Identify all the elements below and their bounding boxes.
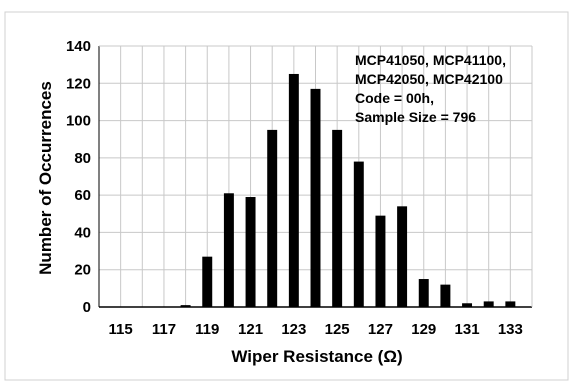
chart-annotation: MCP41050, MCP41100, MCP42050, MCP42100 C… — [355, 52, 506, 125]
bar — [483, 301, 494, 307]
bar — [332, 129, 343, 307]
bar — [397, 206, 408, 307]
bars — [180, 73, 516, 307]
y-tick-label: 20 — [74, 262, 91, 279]
bar — [223, 193, 234, 307]
y-tick-label: 0 — [83, 299, 91, 316]
x-tick-label: 127 — [368, 321, 393, 338]
bar — [418, 279, 429, 307]
x-tick-label: 121 — [238, 321, 263, 338]
bar — [310, 88, 321, 307]
x-tick-labels: 115 117 119 121 123 125 127 129 131 133 — [109, 321, 523, 338]
x-tick-label: 125 — [325, 321, 350, 338]
bar — [353, 161, 364, 307]
bar — [375, 215, 386, 307]
annotation-line: MCP41050, MCP41100, — [355, 52, 506, 68]
x-tick-label: 117 — [152, 321, 176, 338]
annotation-line: Code = 00h, — [355, 90, 434, 106]
bar — [440, 284, 451, 307]
y-axis-title: Number of Occurrences — [36, 81, 55, 275]
x-tick-label: 119 — [195, 321, 219, 338]
y-tick-labels: 0 20 40 60 80 100 120 140 — [66, 38, 91, 316]
annotation-line: Sample Size = 796 — [355, 109, 476, 125]
bar — [288, 73, 299, 307]
x-tick-label: 123 — [281, 321, 306, 338]
bar — [180, 305, 191, 307]
x-axis-title: Wiper Resistance (Ω) — [231, 347, 402, 366]
annotation-line: MCP42050, MCP42100 — [355, 71, 503, 87]
x-tick-label: 115 — [109, 321, 133, 338]
bar — [202, 256, 213, 307]
y-tick-label: 140 — [66, 38, 91, 55]
x-tick-label: 129 — [411, 321, 436, 338]
y-tick-label: 80 — [74, 150, 91, 167]
bar — [505, 301, 516, 307]
x-tick-label: 133 — [498, 321, 523, 338]
bar — [462, 303, 473, 307]
x-tick-label: 131 — [455, 321, 480, 338]
y-tick-label: 40 — [74, 224, 91, 241]
bar — [245, 197, 256, 307]
y-tick-label: 60 — [74, 187, 91, 204]
bar — [267, 129, 278, 307]
y-tick-label: 100 — [66, 113, 91, 130]
axes — [98, 45, 533, 308]
y-tick-label: 120 — [66, 75, 91, 92]
